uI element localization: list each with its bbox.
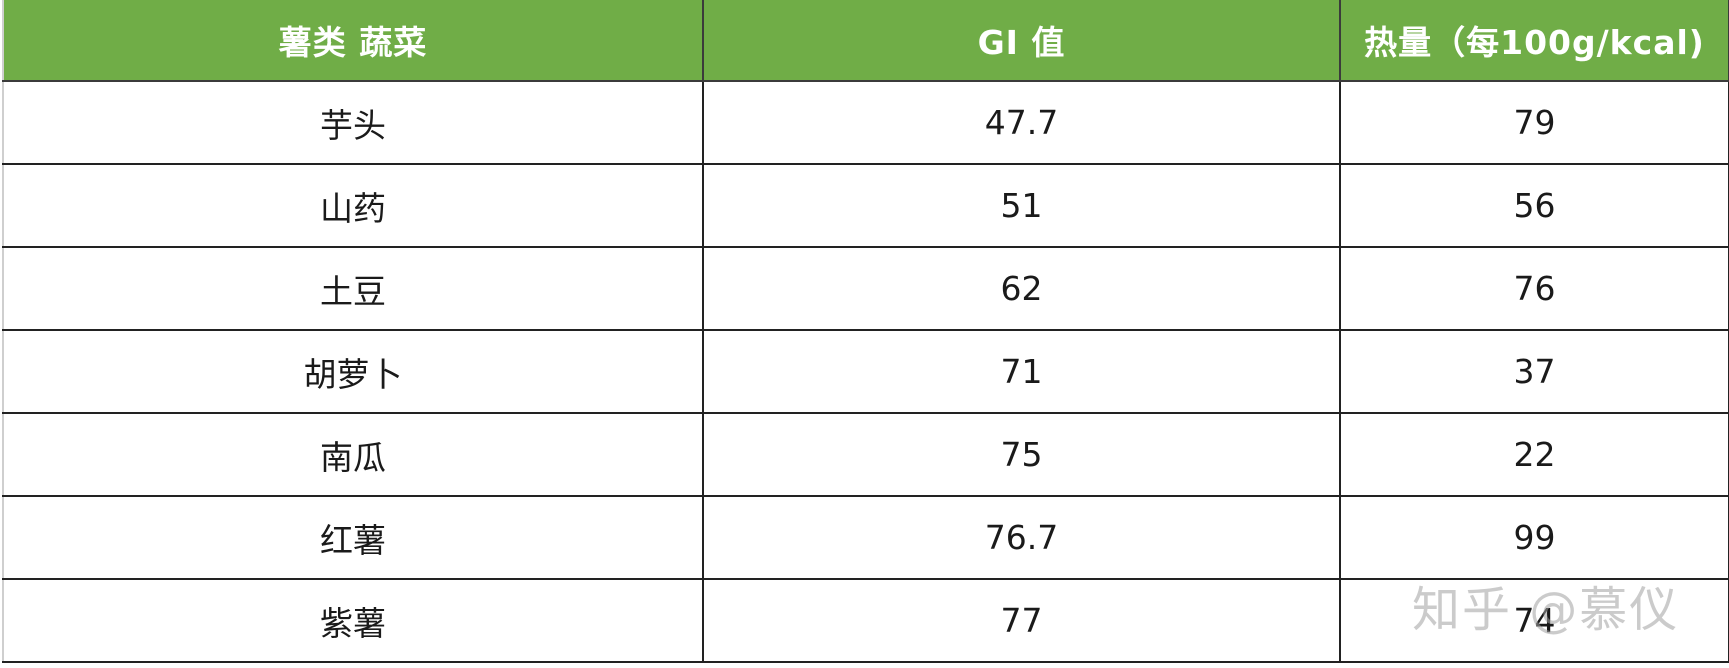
cell-vegetable[interactable]: 南瓜 [2, 413, 704, 497]
table-row: 胡萝卜 71 37 [2, 330, 1729, 414]
cell-vegetable[interactable]: 红薯 [2, 496, 704, 580]
cell-calories[interactable]: 99 [1340, 496, 1729, 580]
cell-gi[interactable]: 71 [703, 330, 1341, 414]
cell-calories[interactable]: 37 [1340, 330, 1729, 414]
table-row: 红薯 76.7 99 [2, 496, 1729, 580]
table-row: 山药 51 56 [2, 164, 1729, 248]
cell-calories[interactable]: 22 [1340, 413, 1729, 497]
cell-vegetable[interactable]: 胡萝卜 [2, 330, 704, 414]
header-row: 薯类 蔬菜 GI 值 热量（每100g/kcal) [2, 0, 1729, 82]
cell-gi[interactable]: 77 [703, 579, 1341, 663]
cell-gi[interactable]: 47.7 [703, 81, 1341, 165]
cell-vegetable[interactable]: 紫薯 [2, 579, 704, 663]
cell-vegetable[interactable]: 土豆 [2, 247, 704, 331]
table-row: 土豆 62 76 [2, 247, 1729, 331]
table-row: 芋头 47.7 79 [2, 81, 1729, 165]
cell-calories[interactable]: 74 [1340, 579, 1729, 663]
cell-gi[interactable]: 62 [703, 247, 1341, 331]
cell-calories[interactable]: 79 [1340, 81, 1729, 165]
cell-gi[interactable]: 75 [703, 413, 1341, 497]
cell-calories[interactable]: 76 [1340, 247, 1729, 331]
cell-gi[interactable]: 76.7 [703, 496, 1341, 580]
zhihu-watermark: 知乎 @慕仪 [1412, 582, 1680, 638]
table-row: 南瓜 75 22 [2, 413, 1729, 497]
cell-gi[interactable]: 51 [703, 164, 1341, 248]
column-header-calories[interactable]: 热量（每100g/kcal) [1340, 0, 1729, 82]
cell-vegetable[interactable]: 芋头 [2, 81, 704, 165]
table-row: 紫薯 77 74 [2, 579, 1729, 663]
cell-vegetable[interactable]: 山药 [2, 164, 704, 248]
cell-calories[interactable]: 56 [1340, 164, 1729, 248]
column-header-vegetable[interactable]: 薯类 蔬菜 [2, 0, 704, 82]
column-header-gi[interactable]: GI 值 [703, 0, 1341, 82]
